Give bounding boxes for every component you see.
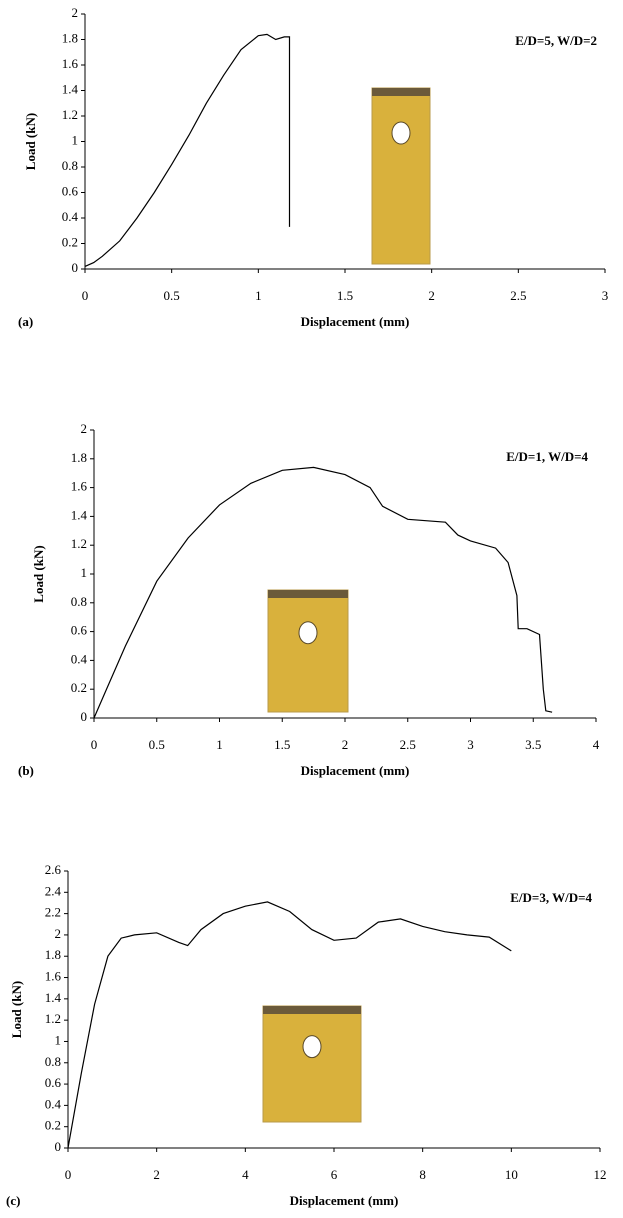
y-tick-label: 0 (55, 1139, 62, 1154)
y-tick-label: 0.2 (71, 680, 87, 695)
x-tick-label: 10 (505, 1167, 518, 1182)
y-tick-label: 0.2 (62, 234, 78, 249)
load-curve (93, 466, 553, 719)
x-tick-label: 2 (153, 1167, 160, 1182)
y-tick-label: 0.8 (71, 594, 87, 609)
y-tick-label: 2.4 (45, 883, 62, 898)
x-tick-label: 2 (342, 737, 349, 752)
specimen-photo (371, 87, 431, 265)
load-curve (84, 33, 291, 267)
specimen-top (372, 88, 430, 96)
x-axis-label: Displacement (mm) (290, 1193, 399, 1208)
x-axis-label: Displacement (mm) (301, 763, 410, 778)
y-tick-label: 0.2 (45, 1118, 61, 1133)
y-tick-label: 1.4 (45, 990, 62, 1005)
y-tick-label: 1.2 (45, 1011, 61, 1026)
x-tick-label: 1 (255, 288, 262, 303)
y-tick-label: 0.4 (45, 1096, 62, 1111)
x-tick-label: 3.5 (525, 737, 541, 752)
y-tick-label: 1.8 (45, 947, 61, 962)
specimen-top (268, 590, 348, 598)
panel-label: (a) (18, 314, 33, 329)
x-tick-label: 12 (594, 1167, 607, 1182)
x-tick-label: 0.5 (164, 288, 180, 303)
y-tick-label: 1.8 (71, 450, 87, 465)
specimen-photo (262, 1005, 362, 1123)
y-tick-label: 0 (72, 260, 79, 275)
x-tick-label: 2.5 (400, 737, 416, 752)
y-tick-label: 2.6 (45, 862, 62, 877)
y-tick-label: 0 (81, 709, 88, 724)
specimen-hole (302, 1035, 322, 1059)
y-tick-label: 0.8 (62, 158, 78, 173)
y-tick-label: 1 (55, 1032, 62, 1047)
y-axis-label: Load (kN) (9, 981, 24, 1038)
panel-label: (b) (18, 763, 34, 778)
x-tick-label: 0 (65, 1167, 72, 1182)
y-tick-label: 1.6 (62, 56, 79, 71)
annotation: E/D=5, W/D=2 (515, 33, 597, 48)
x-tick-label: 2.5 (510, 288, 526, 303)
y-tick-label: 0.6 (71, 623, 88, 638)
x-tick-label: 4 (593, 737, 600, 752)
y-tick-label: 2 (72, 5, 79, 20)
x-tick-label: 0.5 (149, 737, 165, 752)
y-tick-label: 2 (55, 926, 62, 941)
annotation: E/D=3, W/D=4 (510, 890, 592, 905)
x-tick-label: 0 (82, 288, 89, 303)
y-tick-label: 1.8 (62, 30, 78, 45)
specimen-top (263, 1006, 361, 1014)
annotation: E/D=1, W/D=4 (506, 449, 588, 464)
x-tick-label: 3 (467, 737, 474, 752)
y-axis-label: Load (kN) (31, 545, 46, 602)
x-tick-label: 1 (216, 737, 223, 752)
y-tick-label: 2 (81, 421, 88, 436)
x-tick-label: 3 (602, 288, 609, 303)
specimen-hole (298, 621, 318, 645)
x-tick-label: 4 (242, 1167, 249, 1182)
x-axis-label: Displacement (mm) (301, 314, 410, 329)
y-tick-label: 0.4 (62, 209, 79, 224)
y-tick-label: 1 (72, 132, 79, 147)
x-tick-label: 0 (91, 737, 98, 752)
specimen-hole (391, 121, 411, 145)
y-tick-label: 0.4 (71, 651, 88, 666)
x-tick-label: 8 (419, 1167, 426, 1182)
x-tick-label: 2 (428, 288, 435, 303)
y-tick-label: 1.4 (71, 507, 88, 522)
y-tick-label: 1.6 (71, 479, 88, 494)
x-tick-label: 1.5 (337, 288, 353, 303)
y-tick-label: 1.2 (71, 536, 87, 551)
y-tick-label: 1 (81, 565, 88, 580)
x-tick-label: 1.5 (274, 737, 290, 752)
y-tick-label: 1.6 (45, 969, 62, 984)
specimen-photo (267, 589, 349, 713)
y-tick-label: 0.8 (45, 1054, 61, 1069)
y-tick-label: 1.4 (62, 81, 79, 96)
y-tick-label: 1.2 (62, 107, 78, 122)
load-curve (67, 901, 512, 1149)
x-tick-label: 6 (331, 1167, 338, 1182)
y-tick-label: 2.2 (45, 905, 61, 920)
y-tick-label: 0.6 (45, 1075, 62, 1090)
panel-label: (c) (6, 1193, 20, 1208)
y-tick-label: 0.6 (62, 183, 79, 198)
y-axis-label: Load (kN) (23, 113, 38, 170)
